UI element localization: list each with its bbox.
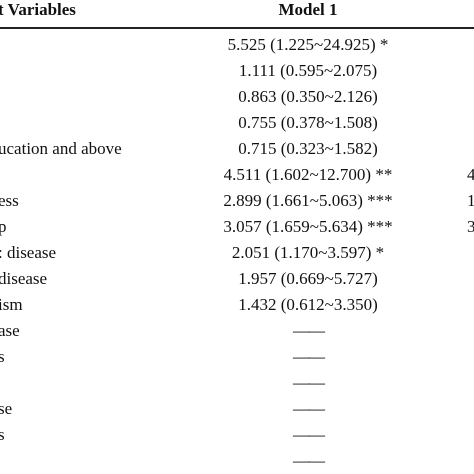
row-variable: ase (0, 321, 20, 340)
row-model1: 2.899 (1.661~5.063) *** (223, 191, 393, 210)
row-model1: 0.755 (0.378~1.508) (238, 113, 378, 132)
row-variable: ess (0, 191, 19, 210)
row-variable: ucation and above (0, 139, 122, 158)
row-variable: ism (0, 295, 23, 314)
row-next-model: 4 (467, 165, 474, 184)
row-variable: s (0, 425, 5, 444)
row-dash: —— (293, 451, 325, 470)
row-dash: —— (293, 425, 325, 444)
row-model1: 1.111 (0.595~2.075) (238, 61, 378, 80)
header-rule (0, 27, 474, 29)
header-model1: Model 1 (278, 0, 338, 19)
row-dash: —— (293, 347, 325, 366)
row-model1: 2.051 (1.170~3.597) * (231, 243, 385, 262)
row-model1: 3.057 (1.659~5.634) *** (223, 217, 393, 236)
header-variable: t Variables (0, 0, 76, 19)
row-model1: 1.432 (0.612~3.350) (238, 295, 378, 314)
row-variable: s (0, 347, 5, 366)
row-variable: disease (0, 269, 48, 288)
row-dash: —— (293, 373, 325, 392)
row-model1: 4.511 (1.602~12.700) ** (223, 165, 393, 184)
row-model1: 0.863 (0.350~2.126) (238, 87, 378, 106)
row-model1: 1.957 (0.669~5.727) (238, 269, 378, 288)
row-dash: —— (293, 321, 325, 340)
row-model1: 5.525 (1.225~24.925) * (227, 35, 389, 54)
row-variable: p (0, 217, 7, 236)
row-dash: —— (293, 399, 325, 418)
row-next-model: 1 (467, 191, 474, 210)
row-model1: 0.715 (0.323~1.582) (238, 139, 378, 158)
row-next-model: 3 (467, 217, 474, 236)
row-variable: se (0, 399, 13, 418)
row-variable: : disease (0, 243, 57, 262)
